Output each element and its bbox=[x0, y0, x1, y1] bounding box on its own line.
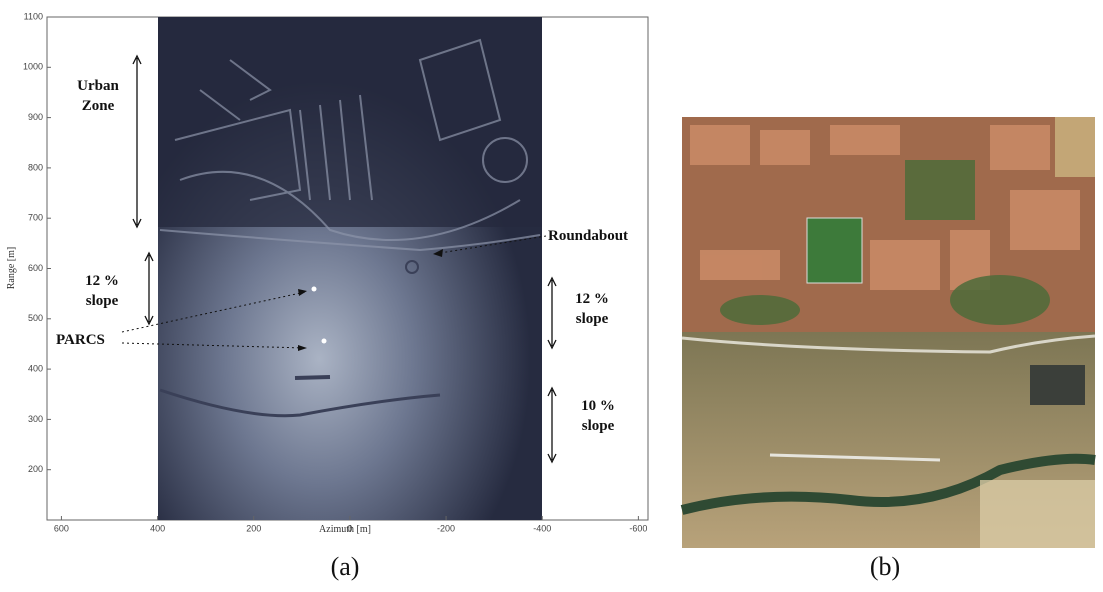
y-tick-label: 1100 bbox=[24, 11, 43, 21]
page: {"chart_data": {"type": "image", "x_labe… bbox=[0, 0, 1103, 592]
x-tick-label: 200 bbox=[246, 523, 261, 533]
aerial-photo bbox=[682, 117, 1095, 548]
x-tick-label: -600 bbox=[629, 523, 647, 533]
y-tick-label: 600 bbox=[28, 263, 43, 273]
x-tick-label: 400 bbox=[150, 523, 165, 533]
annotation: Roundabout bbox=[548, 228, 628, 244]
y-axis-label: Range [m] bbox=[6, 247, 17, 290]
x-tick-label: -400 bbox=[533, 523, 551, 533]
x-axis-label: Azimuth [m] bbox=[319, 524, 371, 535]
sar-image bbox=[158, 17, 542, 520]
y-tick-label: 1000 bbox=[23, 62, 43, 72]
y-tick-label: 400 bbox=[28, 363, 43, 373]
y-tick-label: 700 bbox=[28, 213, 43, 223]
panel-label: (b) bbox=[870, 552, 900, 581]
annotation: PARCS bbox=[56, 332, 105, 348]
figure: 6004002000-200-400-600200300400500600700… bbox=[0, 0, 1103, 592]
y-tick-label: 200 bbox=[28, 464, 43, 474]
y-tick-label: 300 bbox=[28, 414, 43, 424]
panel-label: (a) bbox=[331, 552, 360, 581]
y-tick-label: 500 bbox=[28, 313, 43, 323]
x-tick-label: -200 bbox=[437, 523, 455, 533]
x-tick-label: 600 bbox=[54, 523, 69, 533]
y-tick-label: 900 bbox=[28, 112, 43, 122]
y-tick-label: 800 bbox=[28, 162, 43, 172]
